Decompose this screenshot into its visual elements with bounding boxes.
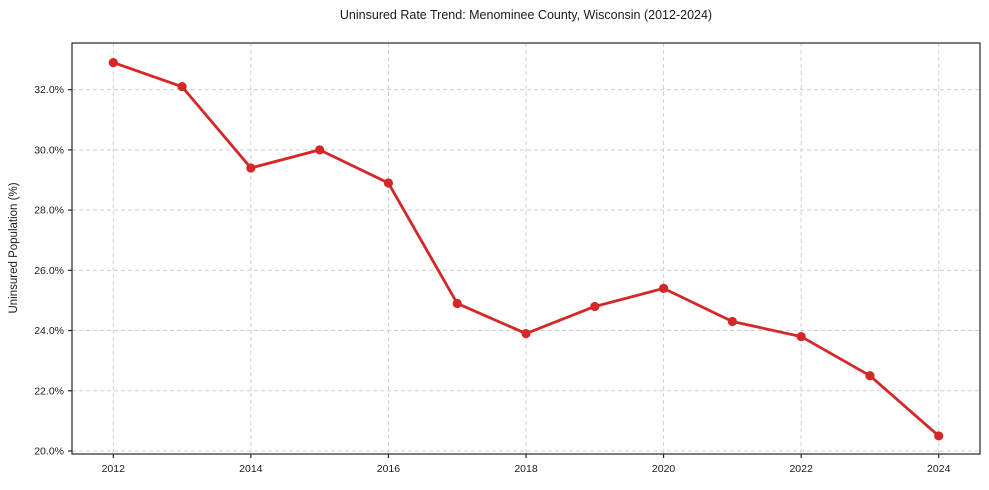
x-tick-label: 2016 — [377, 463, 401, 475]
data-point — [315, 145, 325, 155]
x-tick-label: 2012 — [102, 463, 126, 475]
y-tick-label: 28.0% — [34, 205, 64, 217]
y-tick-label: 20.0% — [34, 445, 64, 457]
data-point — [590, 301, 600, 312]
y-tick-label: 24.0% — [34, 325, 64, 337]
data-point — [246, 163, 256, 173]
data-point — [452, 298, 462, 309]
data-point — [177, 82, 187, 92]
y-tick-label: 22.0% — [34, 385, 64, 397]
x-tick-label: 2014 — [239, 463, 263, 475]
data-point — [658, 283, 669, 293]
data-point — [383, 178, 394, 188]
data-point — [727, 316, 737, 327]
x-tick-label: 2018 — [514, 463, 538, 475]
x-tick-label: 2024 — [927, 463, 951, 475]
y-tick-label: 26.0% — [34, 265, 64, 277]
y-tick-label: 30.0% — [34, 144, 64, 156]
data-point — [796, 331, 806, 342]
data-point — [865, 371, 875, 381]
data-point — [108, 57, 118, 68]
chart-title: Uninsured Rate Trend: Menominee County, … — [339, 8, 713, 22]
x-tick-label: 2020 — [652, 463, 676, 475]
data-point — [934, 431, 944, 441]
x-tick-label: 2022 — [789, 463, 813, 475]
y-tick-label: 32.0% — [34, 84, 64, 96]
data-point — [521, 328, 531, 339]
